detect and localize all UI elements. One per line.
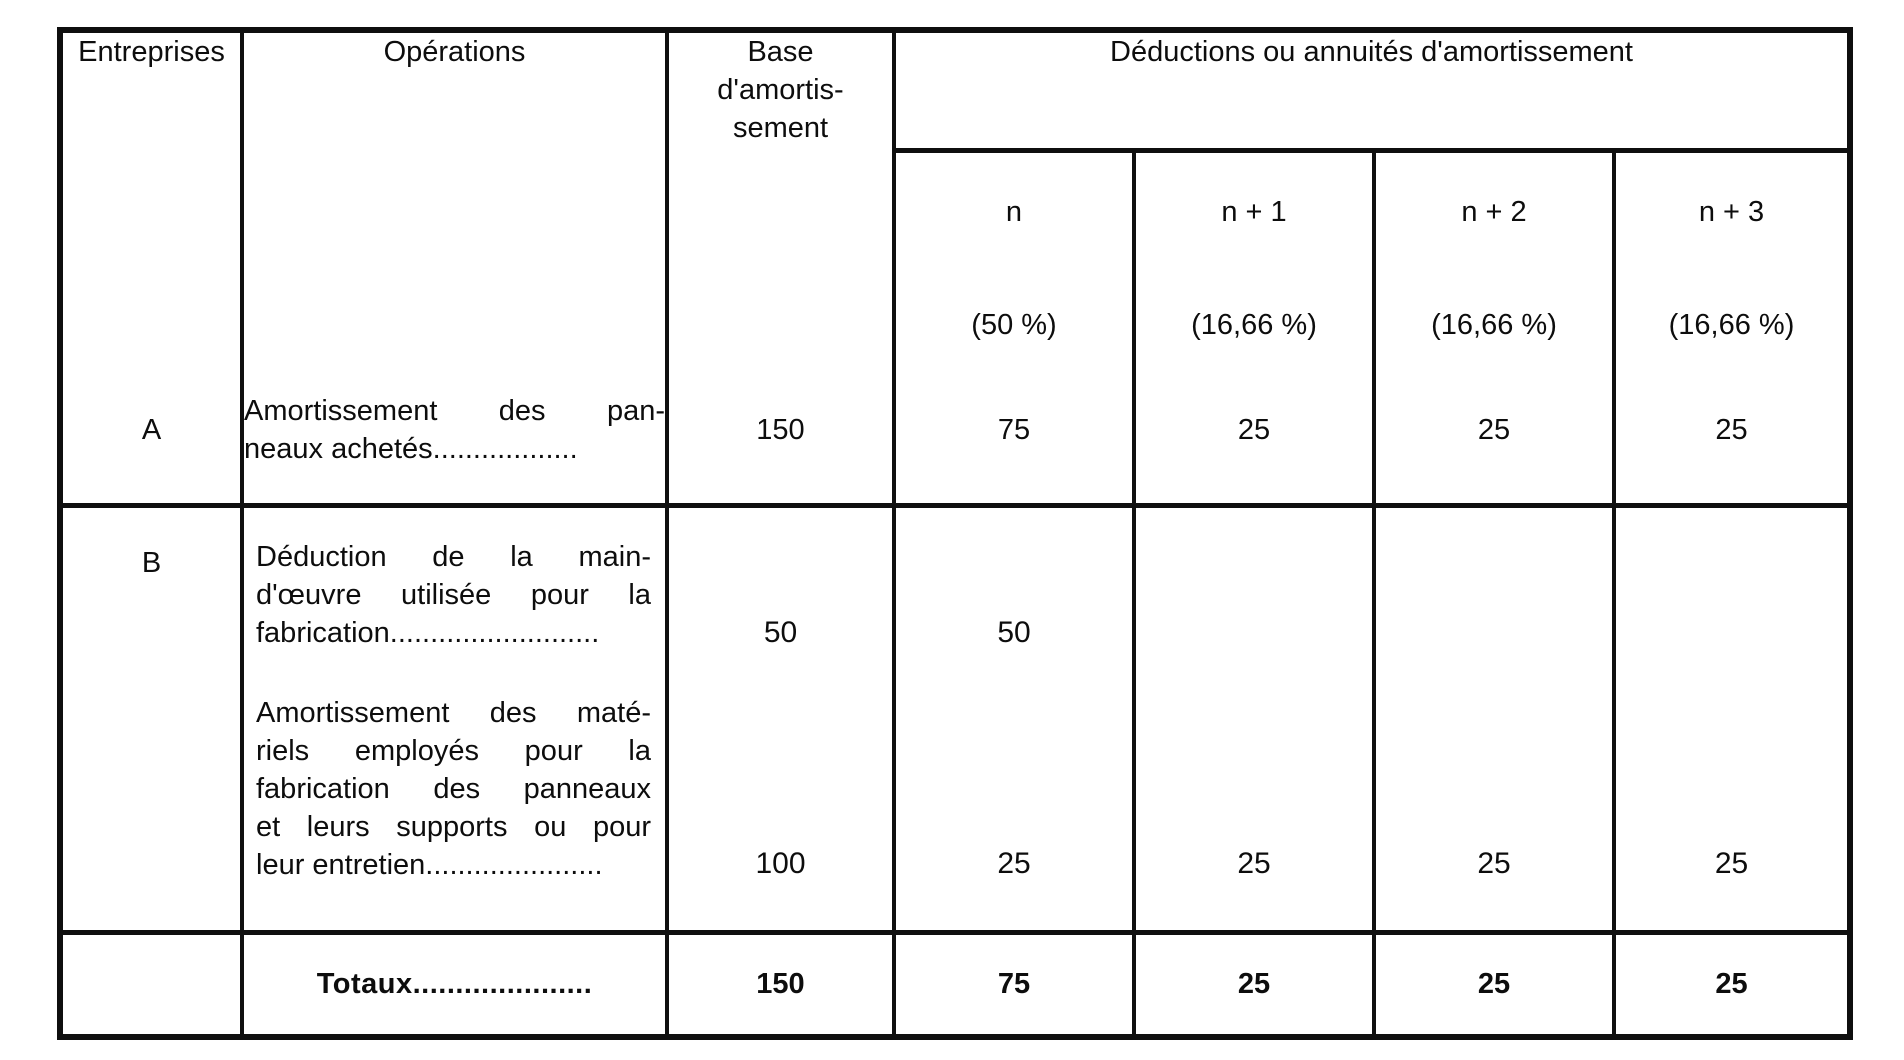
period-label: n + 2 [1461, 195, 1527, 228]
totals-label: Totaux..................... [240, 932, 669, 1037]
operation-text-line: riels employés pour la [256, 734, 651, 767]
row-a-annuity-n2: 25 [1372, 357, 1616, 508]
row-b-annuity-value: 25 [1477, 846, 1511, 880]
header-deductions: Déductions ou annuités d'amortissement [892, 30, 1852, 153]
totals-entreprise-cell [58, 932, 244, 1037]
row-b-annuity-value: 25 [1237, 846, 1271, 880]
header-operations: Opérations [240, 30, 669, 357]
row-b-entreprise: B [58, 505, 244, 935]
row-a-operation: Amortissement des pan- neaux achetés....… [240, 357, 669, 508]
operation-text-line: fabrication des panneaux [256, 772, 651, 805]
operation-text-line: Déduction de la main- [256, 540, 651, 573]
header-period-n2: n + 2 (16,66 %) [1372, 150, 1616, 357]
totals-annuity-n: 75 [892, 932, 1136, 1037]
period-rate: (16,66 %) [1191, 308, 1317, 341]
operation-text-line: Amortissement des pan- [244, 394, 665, 427]
header-base-line: Base [747, 36, 814, 68]
period-rate: (16,66 %) [1668, 308, 1795, 341]
row-b-annuity-n3: 25 [1612, 505, 1852, 935]
totals-annuity-n3: 25 [1612, 932, 1852, 1037]
period-rate: (50 %) [971, 308, 1057, 341]
row-b-base-values: 50 100 [665, 505, 896, 935]
operation-text-line: Amortissement des maté- [256, 696, 651, 729]
operation-text-line: d'œuvre utilisée pour la [256, 578, 651, 611]
table-row-b: B Déduction de la main- d'œuvre utilisée… [58, 505, 1852, 935]
header-entreprises: Entreprises [58, 30, 244, 357]
row-a-annuity-n3: 25 [1612, 357, 1852, 508]
totals-annuity-n1: 25 [1132, 932, 1376, 1037]
row-b-annuity-value: 25 [1714, 846, 1749, 880]
period-label: n + 1 [1221, 195, 1287, 228]
operation-text-line: neaux achetés.................. [244, 432, 578, 465]
header-base-line: sement [732, 112, 829, 144]
table-row-totals: Totaux..................... 150 75 25 25… [58, 932, 1852, 1037]
period-rate: (16,66 %) [1431, 308, 1557, 341]
row-b-annuity-value: 50 [997, 615, 1031, 649]
row-b-base-value-1: 50 [763, 615, 798, 649]
header-period-n3: n + 3 (16,66 %) [1612, 150, 1852, 357]
operation-text-line: fabrication.......................... [256, 616, 600, 649]
row-b-base-value-2: 100 [755, 846, 806, 880]
operation-text-line: et leurs supports ou pour [256, 810, 651, 843]
row-b-annuity-value: 25 [997, 846, 1031, 880]
period-label: n + 3 [1698, 195, 1765, 228]
row-b-annuity-n: 50 25 [892, 505, 1136, 935]
table-row-a: A Amortissement des pan- neaux achetés..… [58, 357, 1852, 508]
period-label: n [1005, 195, 1023, 228]
totals-annuity-n2: 25 [1372, 932, 1616, 1037]
header-base-line: d'amortis- [717, 74, 844, 106]
operation-text-line: leur entretien...................... [256, 848, 603, 881]
row-a-base-value: 150 [665, 357, 896, 508]
row-a-annuity-n: 75 [892, 357, 1136, 508]
row-b-annuity-n2: 25 [1372, 505, 1616, 935]
header-period-n1: n + 1 (16,66 %) [1132, 150, 1376, 357]
totals-base-value: 150 [665, 932, 896, 1037]
header-period-n: n (50 %) [892, 150, 1136, 357]
row-b-operation-2: Amortissement des maté- riels employés p… [256, 694, 651, 884]
amortization-table: Entreprises Opérations Base d'amortis- s… [57, 27, 1853, 1040]
row-a-annuity-n1: 25 [1132, 357, 1376, 508]
row-a-entreprise: A [58, 357, 244, 508]
row-b-operation-1: Déduction de la main- d'œuvre utilisée p… [256, 538, 651, 652]
row-b-annuity-n1: 25 [1132, 505, 1376, 935]
header-base-amortissement: Base d'amortis- sement [665, 30, 896, 357]
row-b-operations: Déduction de la main- d'œuvre utilisée p… [240, 505, 669, 935]
